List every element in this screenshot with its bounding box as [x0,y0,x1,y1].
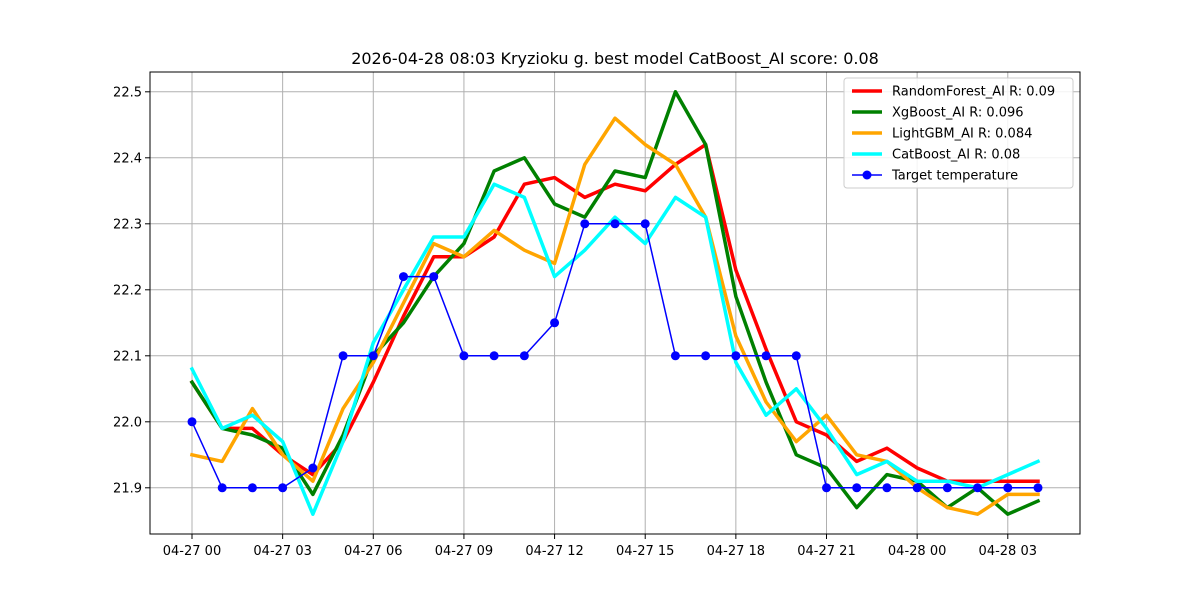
y-tick-label: 22.5 [113,85,142,100]
series-point-target [187,417,197,427]
series-point-target [852,483,862,493]
series-layer [187,90,1043,516]
series-line-xgboost-ai [189,90,1041,516]
legend-label: LightGBM_AI R: 0.084 [892,127,1032,142]
grid [150,72,1080,534]
series-point-target [247,483,257,493]
chart-title: 2026-04-28 08:03 Kryzioku g. best model … [351,49,879,69]
series-point-target [942,483,952,493]
legend-label: CatBoost_AI R: 0.08 [892,148,1020,163]
x-tick-label: 04-27 21 [797,544,855,559]
series-point-target [1033,483,1043,493]
legend-box [843,77,1074,189]
x-tick-label: 04-27 18 [707,544,765,559]
x-tick-label: 04-27 06 [344,544,402,559]
series-point-target [670,351,680,361]
x-tick-label: 04-27 12 [525,544,583,559]
series-point-target [550,318,560,328]
y-tick-label: 21.9 [113,481,142,496]
series-point-target [580,219,590,229]
series-point-target [791,351,801,361]
series-point-target [338,351,348,361]
x-tick-label: 04-28 03 [979,544,1037,559]
y-tick-label: 22.1 [113,349,142,364]
series-point-target [731,351,741,361]
series-point-target [278,483,288,493]
series-point-target [489,351,499,361]
legend-label: XgBoost_AI R: 0.096 [892,106,1024,121]
series-point-target [640,219,650,229]
legend-marker [862,170,872,180]
series-point-target [519,351,529,361]
y-tick-label: 22.4 [113,151,142,166]
legend-label: Target temperature [891,169,1018,184]
series-point-target [459,351,469,361]
series-point-target [610,219,620,229]
x-tick-label: 04-28 00 [888,544,946,559]
series-point-target [973,483,983,493]
series-point-target [217,483,227,493]
series-line-lightgbm-ai [189,116,1040,516]
series-point-target [761,351,771,361]
series-line-randomforest-ai [189,142,1040,483]
legend-label: RandomForest_AI R: 0.09 [892,85,1055,100]
series-line-catboost-ai [189,182,1041,516]
series-point-target [912,483,922,493]
plot-frame [149,71,1081,535]
series-point-target [882,483,892,493]
axes: 04-27 00 04-27 03 04-27 06 04-27 09 04-27 12… [113,85,1037,559]
series-point-target [701,351,711,361]
series-point-target [399,272,408,282]
series-point-target [429,272,439,282]
y-tick-label: 22.3 [113,217,142,232]
x-tick-label: 04-27 00 [163,544,221,559]
series-point-target [368,351,378,361]
legend: RandomForest_AI R: 0.09 XgBoost_AI R: 0.0… [843,77,1074,189]
y-tick-label: 22.0 [113,415,142,430]
x-tick-label: 04-27 09 [435,544,493,559]
x-tick-label: 04-27 03 [253,544,311,559]
y-tick-label: 22.2 [113,283,142,298]
series-point-target [822,483,831,493]
series-point-target [308,463,318,473]
x-tick-label: 04-27 15 [616,544,674,559]
series-point-target [1003,483,1013,493]
